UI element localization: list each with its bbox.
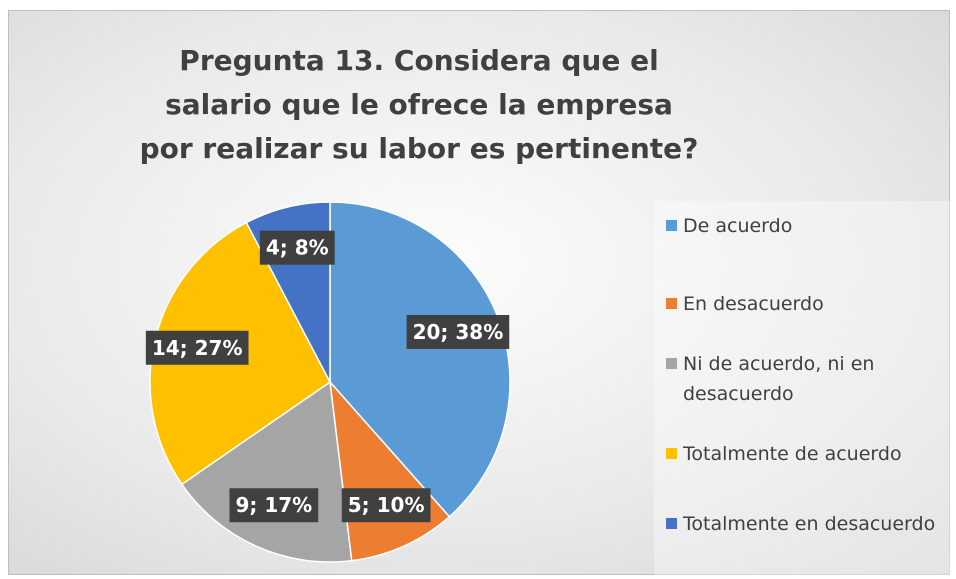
legend-entry: Totalmente de acuerdo: [666, 439, 951, 469]
legend-label: Ni de acuerdo, ni en desacuerdo: [683, 353, 875, 405]
data-label-box: [145, 330, 249, 365]
data-label-text: 14; 27%: [152, 336, 243, 360]
data-label-box: [406, 314, 510, 349]
legend-swatch: [666, 298, 677, 309]
legend-swatch: [666, 220, 677, 231]
data-label-box: [229, 488, 319, 523]
legend-entry: Ni de acuerdo, ni en desacuerdo: [666, 349, 951, 409]
data-label: 14; 27%: [145, 330, 249, 365]
data-label-text: 5; 10%: [348, 493, 425, 517]
data-label-text: 4; 8%: [266, 236, 329, 260]
data-label: 9; 17%: [229, 488, 319, 523]
legend-entry: En desacuerdo: [666, 289, 951, 319]
legend-swatch: [666, 358, 677, 369]
legend-entry: Totalmente en desacuerdo: [666, 509, 951, 539]
data-label-text: 9; 17%: [235, 493, 312, 517]
chart-title: Pregunta 13. Considera que el salario qu…: [139, 44, 699, 165]
data-label: 20; 38%: [406, 314, 510, 349]
legend-swatch: [666, 448, 677, 459]
legend-label: Totalmente en desacuerdo: [683, 513, 936, 535]
chart-area: Pregunta 13. Considera que el salario qu…: [8, 10, 954, 576]
legend-label: De acuerdo: [683, 215, 793, 237]
legend-label: En desacuerdo: [683, 293, 824, 315]
legend-label: Totalmente de acuerdo: [683, 443, 902, 465]
data-label-text: 20; 38%: [413, 320, 504, 344]
data-label-box: [341, 488, 431, 523]
data-label-box: [259, 230, 335, 265]
data-label: 4; 8%: [259, 230, 335, 265]
legend: De acuerdo En desacuerdo Ni de acuerdo, ni…: [654, 201, 954, 576]
legend-swatch: [666, 518, 677, 529]
legend-entry: De acuerdo: [666, 211, 951, 241]
data-label: 5; 10%: [341, 488, 431, 523]
